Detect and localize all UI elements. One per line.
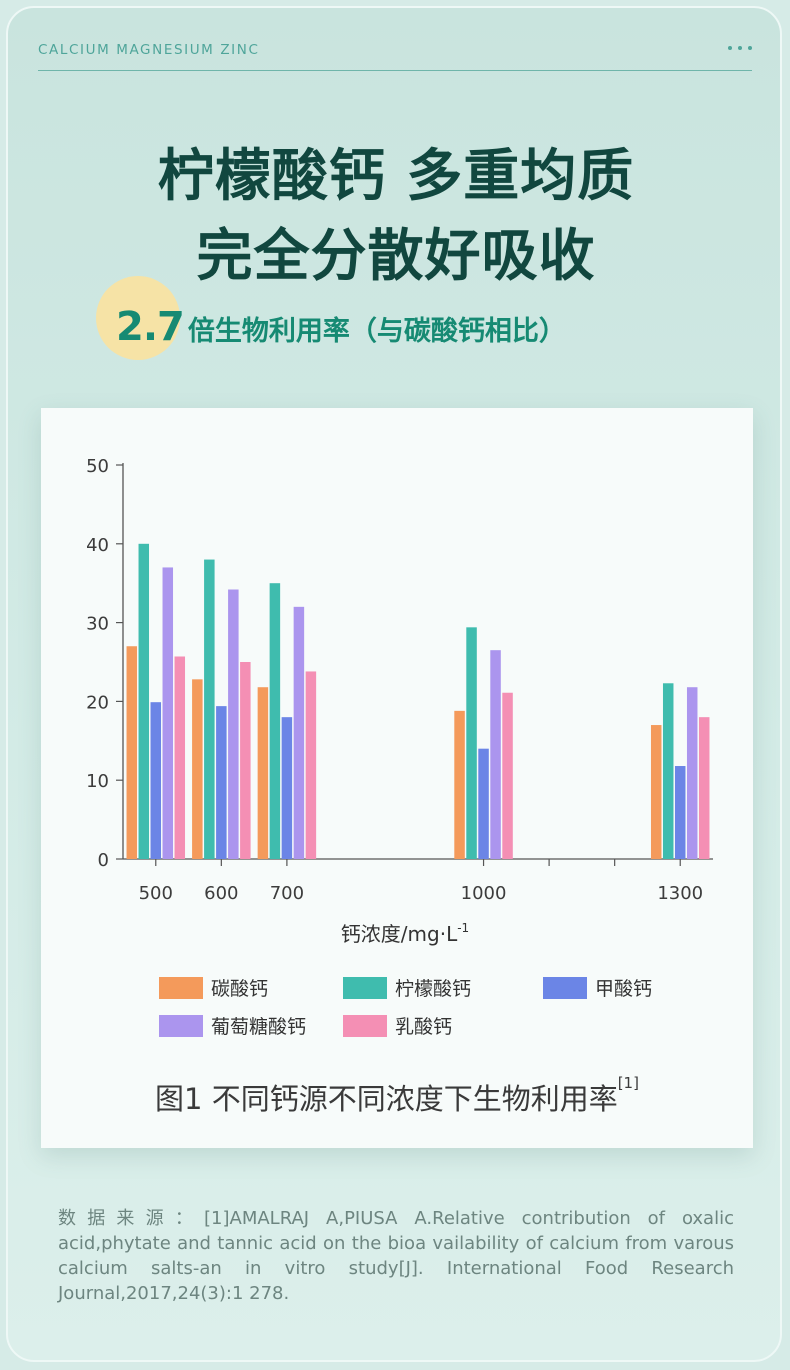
legend-label: 乳酸钙 — [395, 1016, 453, 1038]
legend-item: 乳酸钙 — [343, 1012, 452, 1039]
legend-swatch — [159, 976, 203, 999]
x-tick-label: 700 — [270, 883, 304, 904]
headline-line-2: 完全分散好吸收 — [196, 224, 596, 289]
legend-item: 碳酸钙 — [159, 974, 268, 1001]
x-axis-label-sup: -1 — [457, 921, 469, 935]
x-tick-label: 500 — [139, 883, 173, 904]
y-tick-label: 50 — [86, 456, 109, 477]
x-tick-label: 1000 — [461, 883, 507, 904]
legend-item: 甲酸钙 — [543, 974, 652, 1001]
more-options-icon[interactable] — [728, 46, 752, 50]
chart-title: 图1 不同钙源不同浓度下生物利用率[1] — [41, 1074, 753, 1118]
bar — [478, 748, 489, 859]
highlight-circle — [96, 276, 180, 360]
bar — [174, 656, 186, 859]
legend-item: 柠檬酸钙 — [343, 974, 471, 1001]
bar — [216, 706, 227, 859]
bar — [686, 687, 698, 859]
bar — [126, 646, 138, 859]
brand-label: CALCIUM MAGNESIUM ZINC — [38, 42, 260, 58]
legend-swatch — [343, 976, 387, 999]
bar — [204, 559, 215, 859]
legend-swatch — [159, 1014, 203, 1037]
x-tick-label: 600 — [204, 883, 238, 904]
bar — [138, 543, 150, 859]
bar — [674, 766, 686, 859]
y-tick-label: 0 — [98, 850, 109, 871]
legend-swatch — [543, 976, 587, 999]
x-axis-label: 钙浓度/mg·L-1 — [341, 921, 469, 946]
bar — [192, 679, 203, 859]
headline-line-1: 柠檬酸钙 多重均质 — [157, 144, 635, 209]
source-citation: 数据来源：[1]AMALRAJ A,PIUSA A.Relative contr… — [58, 1208, 734, 1304]
legend-label: 柠檬酸钙 — [395, 978, 472, 1000]
header-divider — [38, 70, 752, 71]
bar — [269, 583, 281, 859]
legend-label: 葡萄糖酸钙 — [211, 1016, 307, 1038]
legend-label: 甲酸钙 — [595, 978, 653, 1000]
bar — [162, 567, 174, 859]
legend-label: 碳酸钙 — [211, 978, 269, 1000]
page: CALCIUM MAGNESIUM ZINC 柠檬酸钙 多重均质 完全分散好吸收… — [6, 6, 782, 1362]
y-tick-label: 40 — [86, 535, 109, 556]
bar — [150, 702, 162, 859]
y-tick-label: 10 — [86, 771, 109, 792]
bar — [454, 710, 465, 859]
bar — [293, 606, 305, 859]
bar — [281, 717, 293, 859]
legend-item: 葡萄糖酸钙 — [159, 1012, 306, 1039]
chart-card: 0 10 20 30 40 50 500 600 700 1000 1300 钙浓度/mg·L-1 碳… — [41, 408, 753, 1148]
bar — [650, 725, 662, 859]
subline-text: 倍生物利用率（与碳酸钙相比） — [187, 316, 566, 347]
bar — [228, 589, 239, 859]
y-tick-label: 30 — [86, 614, 109, 635]
chart-title-text: 图1 不同钙源不同浓度下生物利用率 — [155, 1082, 618, 1116]
bar — [305, 671, 317, 859]
bar — [502, 692, 513, 859]
bar — [240, 662, 251, 859]
y-tick-label: 20 — [86, 692, 109, 713]
bar-chart: 0 10 20 30 40 50 500 600 700 1000 1300 钙浓度/mg·L-1 — [86, 456, 713, 946]
bar — [490, 650, 501, 859]
bar — [466, 627, 477, 859]
multiplier-value: 2.7 — [116, 304, 185, 350]
bar — [698, 717, 710, 859]
bar — [257, 687, 269, 859]
legend-swatch — [343, 1014, 387, 1037]
x-tick-label: 1300 — [657, 883, 703, 904]
chart-title-ref: [1] — [617, 1074, 639, 1092]
bar — [662, 683, 674, 859]
subline: 2.7 倍生物利用率（与碳酸钙相比） — [116, 304, 566, 350]
